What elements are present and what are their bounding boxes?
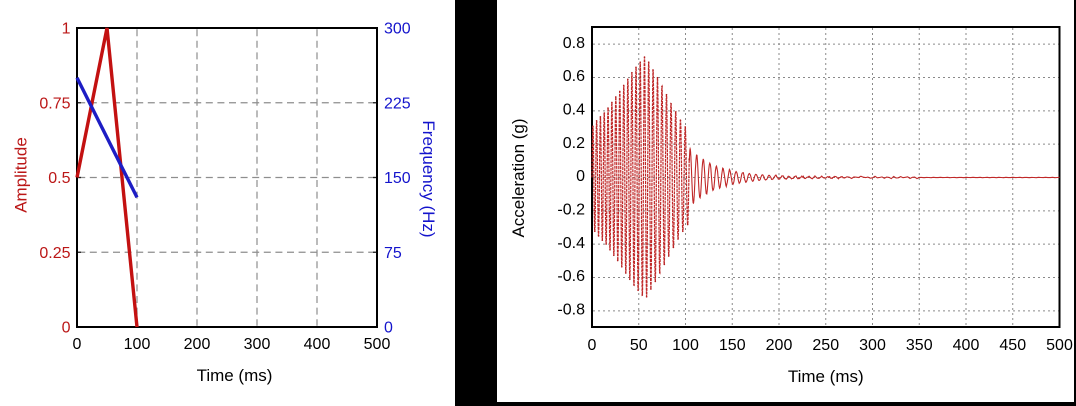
svg-text:500: 500 bbox=[364, 336, 391, 353]
svg-text:0.4: 0.4 bbox=[563, 101, 585, 118]
svg-text:Frequency (Hz): Frequency (Hz) bbox=[419, 120, 438, 237]
svg-text:0.75: 0.75 bbox=[39, 95, 70, 112]
svg-text:300: 300 bbox=[859, 337, 886, 354]
svg-text:400: 400 bbox=[304, 336, 331, 353]
svg-text:250: 250 bbox=[812, 337, 839, 354]
svg-text:500: 500 bbox=[1046, 337, 1073, 354]
svg-text:200: 200 bbox=[766, 337, 793, 354]
svg-text:-0.8: -0.8 bbox=[557, 301, 585, 318]
svg-text:1: 1 bbox=[62, 21, 71, 38]
svg-text:100: 100 bbox=[124, 336, 151, 353]
svg-text:150: 150 bbox=[719, 337, 746, 354]
svg-text:0.2: 0.2 bbox=[563, 135, 585, 152]
svg-text:-0.6: -0.6 bbox=[557, 268, 585, 285]
svg-text:-0.4: -0.4 bbox=[557, 235, 585, 252]
svg-text:0.5: 0.5 bbox=[48, 170, 70, 187]
svg-text:Amplitude: Amplitude bbox=[12, 137, 31, 213]
svg-text:Acceleration (g): Acceleration (g) bbox=[509, 118, 528, 237]
svg-text:450: 450 bbox=[999, 337, 1026, 354]
svg-text:0.25: 0.25 bbox=[39, 245, 70, 262]
svg-text:0.8: 0.8 bbox=[563, 35, 585, 52]
svg-text:0: 0 bbox=[384, 320, 393, 337]
svg-text:350: 350 bbox=[906, 337, 933, 354]
svg-text:300: 300 bbox=[244, 336, 271, 353]
svg-text:0: 0 bbox=[62, 320, 71, 337]
svg-text:Time (ms): Time (ms) bbox=[788, 367, 864, 386]
svg-text:400: 400 bbox=[953, 337, 980, 354]
svg-text:225: 225 bbox=[384, 95, 411, 112]
svg-text:75: 75 bbox=[384, 245, 402, 262]
svg-text:-0.2: -0.2 bbox=[557, 201, 585, 218]
svg-text:50: 50 bbox=[630, 337, 648, 354]
svg-text:0: 0 bbox=[588, 337, 597, 354]
svg-text:150: 150 bbox=[384, 170, 411, 187]
svg-text:300: 300 bbox=[384, 21, 411, 38]
svg-text:200: 200 bbox=[184, 336, 211, 353]
svg-text:0: 0 bbox=[576, 168, 585, 185]
svg-text:0.6: 0.6 bbox=[563, 68, 585, 85]
svg-text:0: 0 bbox=[73, 336, 82, 353]
svg-text:100: 100 bbox=[672, 337, 699, 354]
svg-text:Time (ms): Time (ms) bbox=[197, 366, 273, 385]
